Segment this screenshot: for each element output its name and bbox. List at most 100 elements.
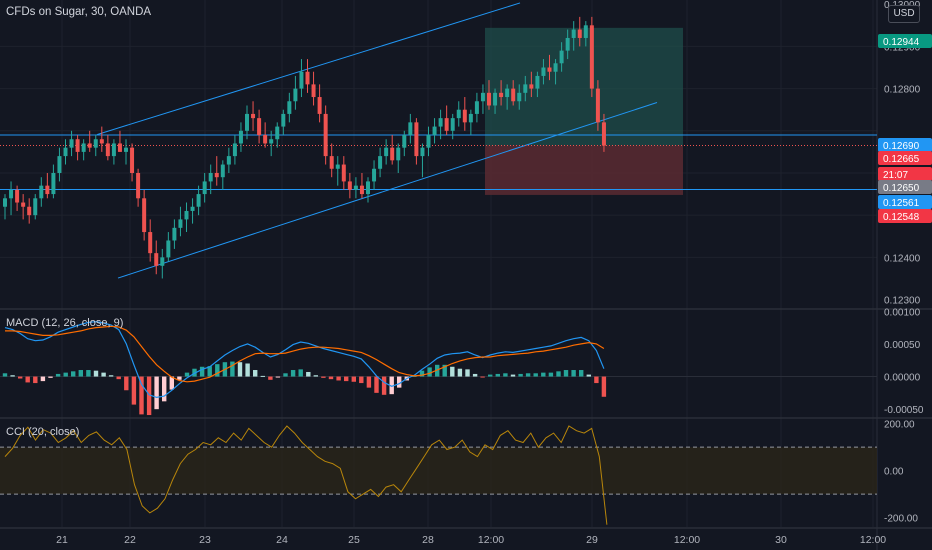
candle-body xyxy=(148,232,153,254)
candle-body xyxy=(565,37,570,51)
candle-body xyxy=(450,118,455,131)
currency-badge[interactable]: USD xyxy=(888,5,920,23)
candle-body xyxy=(184,210,189,220)
candle-body xyxy=(99,139,104,144)
candle-body xyxy=(499,92,504,98)
candle-body xyxy=(299,71,304,89)
candle-body xyxy=(426,135,431,148)
candle-body xyxy=(432,126,437,136)
candle-body xyxy=(33,198,38,216)
candle-body xyxy=(583,25,588,38)
cci-tick-label: 200.00 xyxy=(884,420,915,431)
price-tag-box xyxy=(878,209,932,223)
candle-body xyxy=(142,198,147,233)
candle-body xyxy=(347,181,352,190)
horizontal-levels[interactable] xyxy=(0,134,877,190)
candle-body xyxy=(87,143,92,148)
symbol-title: CFDs on Sugar, 30, OANDA xyxy=(6,6,152,18)
macd-histogram-bar xyxy=(525,373,531,377)
price-channel[interactable] xyxy=(96,2,658,279)
macd-histogram-bar xyxy=(313,375,318,377)
candle-body xyxy=(275,126,280,140)
macd-histogram-bar xyxy=(116,376,121,380)
candle-body xyxy=(378,156,383,169)
macd-histogram-bar xyxy=(2,373,8,377)
macd-histogram-bar xyxy=(359,376,364,384)
time-tick-label: 12:00 xyxy=(478,534,504,546)
candle-body xyxy=(559,50,564,64)
macd-tick-label: 0.00100 xyxy=(884,307,921,318)
macd-histogram-bar xyxy=(518,373,523,377)
macd-histogram-bar xyxy=(351,376,356,382)
price-tag-box xyxy=(878,167,932,181)
candle-body xyxy=(480,92,485,102)
macd-histogram-bar xyxy=(260,375,265,377)
price-tag-label: 0.12690 xyxy=(883,141,920,152)
macd-line xyxy=(4,321,605,399)
macd-histogram-bar xyxy=(495,373,500,377)
candle-body xyxy=(396,147,401,161)
candle-body xyxy=(511,88,516,102)
candle-body xyxy=(105,143,110,157)
macd-histogram-bar xyxy=(146,376,152,416)
candle-body xyxy=(232,143,237,157)
candle-body xyxy=(359,185,364,195)
candle-body xyxy=(27,206,32,216)
time-tick-label: 29 xyxy=(586,534,598,546)
candle-body xyxy=(474,101,479,114)
time-tick-label: 24 xyxy=(276,534,288,546)
macd-histogram-bar xyxy=(245,363,250,377)
candle-body xyxy=(57,156,62,173)
price-tags: 0.12944 0.12690 0.12665 21:07 0.12650 0.12561… xyxy=(878,34,932,223)
candle-body xyxy=(601,122,606,146)
candle-body xyxy=(208,172,213,182)
candle-body xyxy=(257,118,262,136)
macd-histogram-bar xyxy=(579,370,584,377)
macd-histogram-bar xyxy=(548,372,554,377)
price-tag-label: 0.12561 xyxy=(883,198,920,209)
macd-histogram-bar xyxy=(306,371,311,377)
candle-body xyxy=(438,118,443,127)
macd-histogram-bar xyxy=(275,376,281,378)
macd-histogram-bar xyxy=(328,376,334,380)
price-tick-label: 0.12300 xyxy=(884,296,921,307)
candle-body xyxy=(462,109,467,123)
time-tick-label: 12:00 xyxy=(860,534,886,546)
macd-histogram-bar xyxy=(25,376,30,383)
macd-histogram-bar xyxy=(108,375,114,377)
candle-body xyxy=(390,147,395,161)
candle-body xyxy=(196,194,201,207)
macd-histogram-bar xyxy=(63,372,68,377)
candle-body xyxy=(414,122,419,157)
target-zone xyxy=(485,27,683,146)
macd-histogram-bar xyxy=(253,370,258,377)
candle-body xyxy=(81,143,86,152)
candle-body xyxy=(124,147,128,152)
candle-body xyxy=(456,109,461,119)
candle-body xyxy=(63,147,68,157)
macd-histogram-bar xyxy=(215,364,220,377)
candle-body xyxy=(535,75,540,89)
macd-histogram-bar xyxy=(230,361,235,377)
candle-body xyxy=(329,156,334,169)
candle-body xyxy=(21,202,26,207)
time-tick-label: 30 xyxy=(775,534,787,546)
macd-histogram-bar xyxy=(268,376,273,380)
price-tick-label: 0.12400 xyxy=(884,253,921,264)
macd-histogram-bar xyxy=(169,376,174,390)
candle-body xyxy=(420,147,425,157)
time-tick-label: 25 xyxy=(348,534,360,546)
macd-histogram-bar xyxy=(601,376,607,397)
cci-title: CCI (20, close) xyxy=(6,426,80,438)
candle-body xyxy=(281,113,286,127)
candle-body xyxy=(111,143,116,157)
macd-histogram-bar xyxy=(162,376,167,402)
macd-histogram-bar xyxy=(533,373,538,377)
macd-tick-label: -0.00050 xyxy=(884,405,924,416)
macd-histogram-bar xyxy=(435,364,440,377)
candle-body xyxy=(45,185,50,195)
candle-body xyxy=(9,189,14,199)
candle-body xyxy=(93,139,98,148)
candle-body xyxy=(317,97,322,114)
